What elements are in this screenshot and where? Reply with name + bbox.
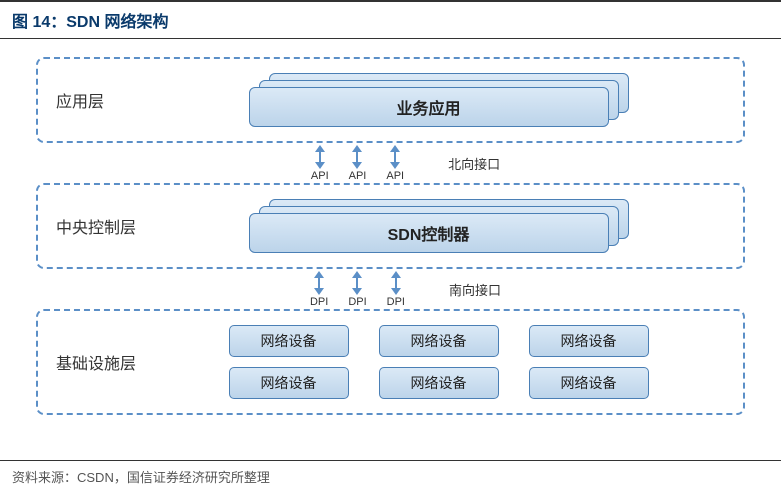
arrow-api-1: API: [311, 145, 329, 182]
arrow-label: DPI: [310, 296, 328, 308]
diagram-area: 应用层 业务应用 API API API 北向接口: [0, 39, 781, 423]
southbound-label: 南向接口: [449, 280, 501, 299]
arrow-label: DPI: [348, 296, 366, 308]
source-footer: 资料来源：CSDN，国信证券经济研究所整理: [0, 460, 781, 492]
arrows-dpi: DPI DPI DPI 南向接口: [280, 271, 501, 308]
connector-top: API API API 北向接口: [36, 143, 745, 183]
arrow-dpi-2: DPI: [348, 271, 366, 308]
double-arrow-icon: [389, 145, 401, 169]
device-box: 网络设备: [379, 367, 499, 399]
figure-title: 图 14：SDN 网络架构: [0, 0, 781, 39]
double-arrow-icon: [390, 271, 402, 295]
device-grid: 网络设备 网络设备 网络设备 网络设备 网络设备 网络设备: [229, 325, 649, 399]
stack-card-front: 业务应用: [249, 87, 609, 127]
arrow-api-3: API: [386, 145, 404, 182]
layer-control: 中央控制层 SDN控制器: [36, 183, 745, 269]
device-box: 网络设备: [529, 367, 649, 399]
layer-label-app: 应用层: [56, 88, 152, 112]
app-stack: 业务应用: [249, 73, 629, 127]
layer-content-app: 业务应用: [152, 73, 725, 127]
arrows-api: API API API 北向接口: [281, 145, 500, 182]
arrow-label: API: [349, 170, 367, 182]
arrow-dpi-3: DPI: [387, 271, 405, 308]
arrow-api-2: API: [349, 145, 367, 182]
layer-label-infra: 基础设施层: [56, 350, 152, 374]
device-box: 网络设备: [529, 325, 649, 357]
double-arrow-icon: [351, 145, 363, 169]
double-arrow-icon: [314, 145, 326, 169]
stack-card-front: SDN控制器: [249, 213, 609, 253]
control-stack: SDN控制器: [249, 199, 629, 253]
arrow-dpi-1: DPI: [310, 271, 328, 308]
layer-infra: 基础设施层 网络设备 网络设备 网络设备 网络设备 网络设备 网络设备: [36, 309, 745, 415]
arrow-label: DPI: [387, 296, 405, 308]
connector-bottom: DPI DPI DPI 南向接口: [36, 269, 745, 309]
layer-label-control: 中央控制层: [56, 214, 152, 238]
arrow-label: API: [386, 170, 404, 182]
double-arrow-icon: [351, 271, 363, 295]
arrow-label: API: [311, 170, 329, 182]
device-box: 网络设备: [229, 367, 349, 399]
double-arrow-icon: [313, 271, 325, 295]
device-box: 网络设备: [379, 325, 499, 357]
layer-content-infra: 网络设备 网络设备 网络设备 网络设备 网络设备 网络设备: [152, 325, 725, 399]
northbound-label: 北向接口: [448, 154, 500, 173]
layer-application: 应用层 业务应用: [36, 57, 745, 143]
device-box: 网络设备: [229, 325, 349, 357]
layer-content-control: SDN控制器: [152, 199, 725, 253]
